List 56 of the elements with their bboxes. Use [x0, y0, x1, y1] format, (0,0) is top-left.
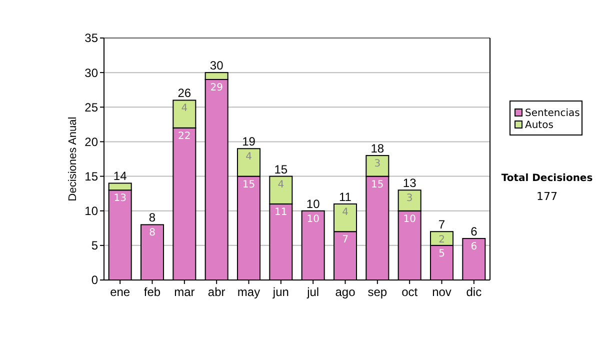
- data-label: 6: [470, 242, 478, 253]
- data-label: 15: [371, 179, 384, 190]
- total-label: 19: [242, 134, 256, 149]
- total-label: 15: [274, 162, 288, 176]
- total-label: 26: [178, 86, 192, 100]
- data-label: 4: [246, 152, 252, 163]
- data-label: 7: [342, 234, 348, 246]
- total-label: 11: [339, 190, 352, 204]
- total-label: 13: [402, 176, 417, 190]
- x-tick-label: oct: [402, 285, 418, 299]
- data-label: 15: [242, 179, 256, 190]
- x-tick-label: mar: [174, 285, 195, 299]
- x-tick-label: ago: [335, 285, 356, 299]
- x-tick-label: feb: [144, 285, 161, 299]
- y-tick-label: 20: [84, 134, 98, 149]
- total-label: 18: [370, 142, 384, 156]
- data-label: 3: [374, 158, 381, 170]
- data-label: 13: [114, 193, 126, 204]
- data-label: 3: [406, 193, 413, 204]
- legend-label: Autos: [525, 120, 554, 131]
- y-axis-title: Decisiones Anual: [67, 116, 79, 202]
- y-tick-label: 15: [84, 169, 98, 184]
- data-label: 11: [274, 206, 288, 218]
- data-label: 2: [438, 234, 445, 246]
- data-label: 8: [149, 228, 156, 239]
- data-label: 22: [178, 130, 191, 142]
- y-tick-label: 5: [91, 238, 98, 253]
- x-tick-label: jul: [306, 285, 320, 299]
- x-tick-label: nov: [432, 285, 452, 299]
- y-tick-label: 30: [84, 66, 98, 80]
- y-tick-label: 10: [84, 204, 98, 218]
- data-label: 4: [342, 206, 348, 218]
- data-label: 4: [278, 179, 284, 190]
- data-label: 10: [403, 214, 416, 225]
- x-tick-label: jun: [272, 285, 289, 299]
- x-tick-label: may: [237, 285, 260, 299]
- y-tick-label: 0: [91, 273, 98, 288]
- y-tick-label: 35: [84, 31, 98, 46]
- total-label: 6: [470, 224, 478, 239]
- x-tick-label: ene: [110, 285, 130, 299]
- total-label: 30: [210, 58, 224, 73]
- data-label: 10: [306, 214, 320, 225]
- total-label: 10: [306, 196, 320, 211]
- total-label: 7: [438, 218, 446, 232]
- total-label: 14: [113, 169, 128, 184]
- text: Total Decisiones: [501, 173, 593, 184]
- total-label: 8: [148, 210, 156, 225]
- text: 177: [536, 190, 558, 203]
- x-tick-label: abr: [208, 285, 226, 299]
- data-label: 5: [438, 248, 445, 260]
- data-label: 29: [210, 82, 223, 94]
- x-tick-label: sep: [368, 285, 388, 299]
- data-label: 4: [181, 103, 188, 114]
- y-tick-label: 25: [84, 100, 98, 114]
- legend-label: Sentencias: [525, 108, 580, 119]
- x-tick-label: dic: [466, 285, 482, 299]
